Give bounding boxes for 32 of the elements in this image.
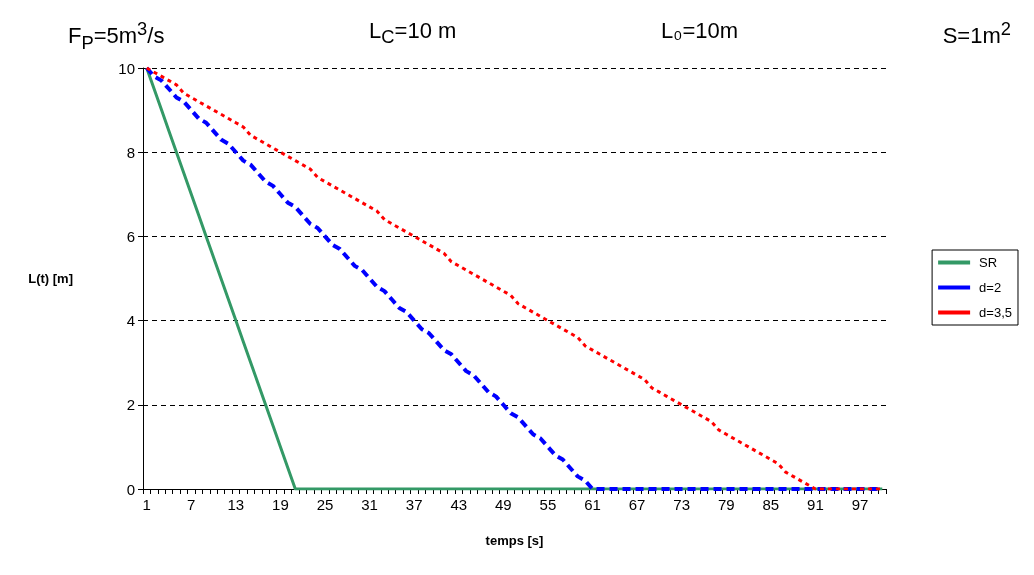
- x-tick-label: 25: [316, 496, 334, 513]
- y-tick-label: 2: [126, 396, 135, 414]
- y-tick-label: 8: [126, 143, 135, 161]
- x-tick-label: 7: [187, 496, 196, 513]
- y-tick-label: 4: [126, 312, 135, 330]
- x-tick-label: 19: [272, 496, 289, 513]
- x-tick-label: 91: [807, 496, 824, 513]
- y-tick-label: 0: [126, 480, 135, 498]
- x-tick-label: 13: [227, 496, 245, 513]
- x-tick-label: 37: [405, 496, 423, 513]
- text: F$_{P}$=5m$^{3}$/s: [68, 18, 165, 54]
- x-tick-label: 97: [851, 496, 869, 513]
- x-tick-label: 1: [142, 496, 151, 513]
- x-tick-label: 31: [361, 496, 378, 513]
- x-axis-title: temps [s]: [485, 533, 544, 548]
- x-tick-label: 67: [628, 496, 646, 513]
- text: S=1m$^{2}$: [942, 18, 1011, 51]
- legend-label: SR: [979, 255, 998, 270]
- y-axis-title: L(t) [m]: [28, 271, 73, 286]
- x-tick-label: 61: [584, 496, 601, 513]
- legend-label: d=2: [979, 280, 1002, 295]
- x-tick-label: 79: [717, 496, 735, 513]
- x-tick-label: 85: [762, 496, 780, 513]
- x-tick-label: 55: [539, 496, 557, 513]
- y-tick-label: 6: [126, 227, 135, 245]
- x-tick-label: 43: [450, 496, 468, 513]
- text: L$_{C}$=10 m: [369, 18, 457, 50]
- text: L₀=10m: [661, 18, 739, 45]
- legend-label: d=3,5: [979, 305, 1013, 320]
- x-tick-label: 73: [673, 496, 691, 513]
- y-tick-label: 10: [118, 59, 135, 77]
- x-tick-label: 49: [495, 496, 512, 513]
